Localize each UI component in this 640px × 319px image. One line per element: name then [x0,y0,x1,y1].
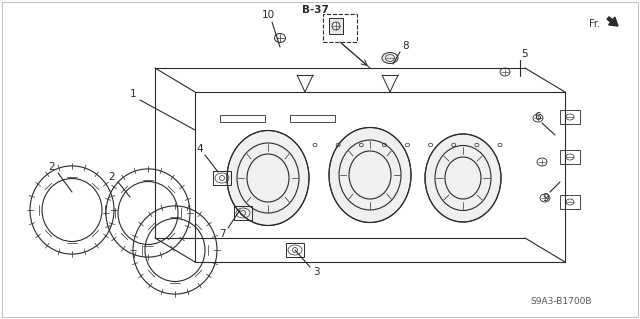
Bar [290,115,335,122]
Text: 2: 2 [49,162,55,172]
Text: 3: 3 [313,267,319,277]
Text: 2: 2 [109,172,115,182]
Text: 10: 10 [261,10,275,20]
Bar [560,195,580,209]
Text: S9A3-B1700B: S9A3-B1700B [531,298,592,307]
Text: Fr.: Fr. [589,19,600,29]
Bar [286,243,304,257]
FancyArrow shape [607,17,618,26]
Ellipse shape [227,130,309,226]
Bar [213,171,231,185]
Text: B-37: B-37 [301,5,328,15]
Bar [329,18,343,34]
Ellipse shape [329,128,411,222]
Text: 5: 5 [522,49,528,59]
Bar [323,14,357,42]
Bar [560,110,580,124]
Text: 7: 7 [219,229,225,239]
Text: 8: 8 [403,41,410,51]
Text: 1: 1 [130,89,136,99]
Bar [560,150,580,164]
Ellipse shape [425,134,501,222]
Ellipse shape [382,53,398,63]
Bar [220,115,265,122]
Bar [234,206,252,220]
Text: 4: 4 [196,144,204,154]
Text: 9: 9 [543,193,549,203]
Text: 6: 6 [534,112,541,122]
